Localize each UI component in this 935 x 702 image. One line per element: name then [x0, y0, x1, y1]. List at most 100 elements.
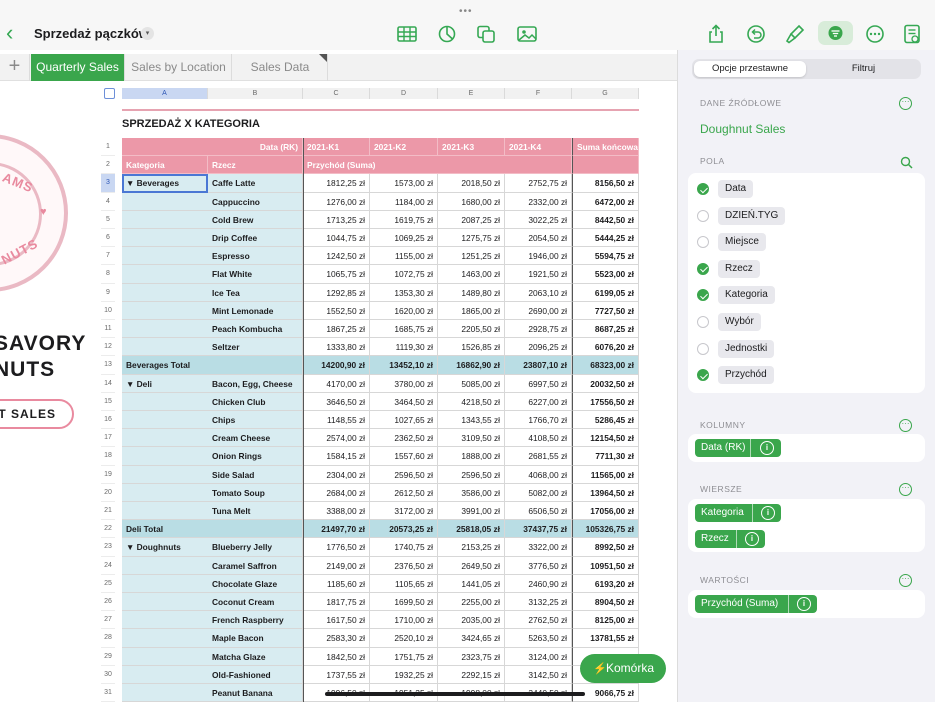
value-cell[interactable]: 2574,00 zł — [303, 429, 370, 448]
value-cell[interactable]: 23807,10 zł — [505, 356, 572, 375]
value-cell[interactable]: 3132,25 zł — [505, 593, 572, 612]
item-cell[interactable]: Caramel Saffron — [208, 556, 303, 575]
row-header-11[interactable]: 11 — [101, 320, 115, 339]
item-cell[interactable]: Peach Kombucha — [208, 320, 303, 339]
value-cell[interactable]: 1353,30 zł — [370, 283, 438, 302]
header-col-1[interactable]: 2021-K1 — [303, 138, 370, 157]
category-cell[interactable] — [122, 447, 208, 466]
item-cell[interactable]: Coconut Cream — [208, 593, 303, 612]
row-header-16[interactable]: 16 — [101, 411, 115, 430]
header-col-4[interactable]: 2021-K4 — [505, 138, 572, 157]
row-header-19[interactable]: 19 — [101, 466, 115, 484]
row-header-26[interactable]: 26 — [101, 593, 115, 612]
row-header-31[interactable]: 31 — [101, 684, 115, 702]
item-cell[interactable]: Old-Fashioned — [208, 665, 303, 684]
value-cell[interactable]: 2255,00 zł — [438, 593, 505, 612]
value-cell[interactable]: 1699,50 zł — [370, 593, 438, 612]
columns-more-icon[interactable]: ··· — [899, 419, 912, 432]
category-cell[interactable] — [122, 665, 208, 684]
row-header-14[interactable]: 14 — [101, 375, 115, 393]
value-cell[interactable]: 1069,25 zł — [370, 229, 438, 248]
value-cell[interactable]: 1932,25 zł — [370, 665, 438, 684]
field-row-miejsce[interactable]: Miejsce — [688, 229, 925, 256]
grand-total-cell[interactable]: 68323,00 zł — [572, 356, 639, 375]
item-cell[interactable]: Bacon, Egg, Cheese — [208, 374, 303, 393]
value-cell[interactable]: 3991,00 zł — [438, 502, 505, 521]
field-row-kategoria[interactable]: Kategoria — [688, 282, 925, 309]
category-cell[interactable] — [122, 392, 208, 411]
value-cell[interactable]: 1776,50 zł — [303, 538, 370, 557]
item-cell[interactable]: Onion Rings — [208, 447, 303, 466]
value-cell[interactable]: 1888,00 zł — [438, 447, 505, 466]
item-cell[interactable]: Tuna Melt — [208, 502, 303, 521]
category-cell[interactable] — [122, 265, 208, 284]
field-row-przych-d[interactable]: Przychód — [688, 362, 925, 389]
value-cell[interactable]: 3022,25 zł — [505, 210, 572, 229]
info-icon[interactable]: i — [745, 532, 759, 546]
checkbox-icon[interactable] — [697, 236, 709, 249]
value-cell[interactable]: 6506,50 zł — [505, 502, 572, 521]
value-cell[interactable]: 1620,00 zł — [370, 301, 438, 320]
value-cell[interactable]: 2520,10 zł — [370, 629, 438, 648]
item-cell[interactable]: Tomato Soup — [208, 483, 303, 502]
checkbox-icon[interactable] — [697, 183, 709, 195]
value-cell[interactable]: 1617,50 zł — [303, 611, 370, 630]
row-header-13[interactable]: 13 — [101, 356, 115, 375]
column-header-d[interactable]: D — [370, 88, 438, 99]
column-header-c[interactable]: C — [303, 88, 370, 99]
value-cell[interactable]: 3780,00 zł — [370, 374, 438, 393]
columns-tag-data-rk[interactable]: Data (RK) i — [695, 439, 781, 457]
value-cell[interactable]: 1463,00 zł — [438, 265, 505, 284]
value-cell[interactable]: 2762,50 zł — [505, 611, 572, 630]
info-icon[interactable]: i — [761, 506, 775, 520]
value-cell[interactable]: 2205,50 zł — [438, 320, 505, 339]
category-total-label[interactable]: Beverages Total — [122, 356, 303, 375]
value-cell[interactable]: 3124,00 zł — [505, 647, 572, 666]
value-cell[interactable]: 1333,80 zł — [303, 338, 370, 357]
item-cell[interactable]: Flat White — [208, 265, 303, 284]
item-cell[interactable]: Chicken Club — [208, 392, 303, 411]
value-cell[interactable]: 2690,00 zł — [505, 301, 572, 320]
category-cell[interactable] — [122, 556, 208, 575]
value-cell[interactable]: 2752,75 zł — [505, 174, 572, 193]
value-cell[interactable]: 3776,50 zł — [505, 556, 572, 575]
value-cell[interactable]: 3388,00 zł — [303, 502, 370, 521]
category-cell[interactable] — [122, 483, 208, 502]
value-cell[interactable]: 1119,30 zł — [370, 338, 438, 357]
chart-icon[interactable] — [436, 24, 458, 44]
category-cell[interactable] — [122, 338, 208, 357]
checkbox-icon[interactable] — [697, 289, 709, 302]
value-cell[interactable]: 2332,00 zł — [505, 192, 572, 211]
value-cell[interactable]: 1842,50 zł — [303, 647, 370, 666]
category-cell[interactable] — [122, 429, 208, 448]
value-cell[interactable]: 21497,70 zł — [303, 520, 370, 539]
header-kategoria[interactable]: Kategoria — [122, 156, 208, 175]
grand-total-cell[interactable]: 105326,75 zł — [572, 520, 639, 539]
category-cell[interactable]: ▼ Deli — [122, 374, 208, 393]
value-cell[interactable]: 1766,70 zł — [505, 411, 572, 430]
row-header-5[interactable]: 5 — [101, 211, 115, 229]
field-row-jednostki[interactable]: Jednostki — [688, 336, 925, 363]
value-cell[interactable]: 2649,50 zł — [438, 556, 505, 575]
category-cell[interactable] — [122, 411, 208, 430]
value-cell[interactable]: 3424,65 zł — [438, 629, 505, 648]
grand-total-cell[interactable]: 13781,55 zł — [572, 629, 639, 648]
value-cell[interactable]: 1276,00 zł — [303, 192, 370, 211]
category-cell[interactable] — [122, 647, 208, 666]
grand-total-cell[interactable]: 10951,50 zł — [572, 556, 639, 575]
organize-button[interactable] — [818, 21, 853, 45]
window-grabber[interactable]: ••• — [459, 6, 473, 17]
row-header-25[interactable]: 25 — [101, 575, 115, 593]
checkbox-icon[interactable] — [697, 262, 709, 275]
cell-action-button[interactable]: Komórka — [580, 654, 666, 683]
item-cell[interactable]: Maple Bacon — [208, 629, 303, 648]
category-cell[interactable] — [122, 465, 208, 484]
format-brush-icon[interactable] — [784, 24, 806, 44]
row-header-3[interactable]: 3 — [101, 174, 115, 193]
grand-total-cell[interactable]: 5523,00 zł — [572, 265, 639, 284]
value-cell[interactable]: 4218,50 zł — [438, 392, 505, 411]
row-header-9[interactable]: 9 — [101, 284, 115, 302]
value-cell[interactable]: 2018,50 zł — [438, 174, 505, 193]
category-cell[interactable] — [122, 684, 208, 702]
value-cell[interactable]: 1619,75 zł — [370, 210, 438, 229]
